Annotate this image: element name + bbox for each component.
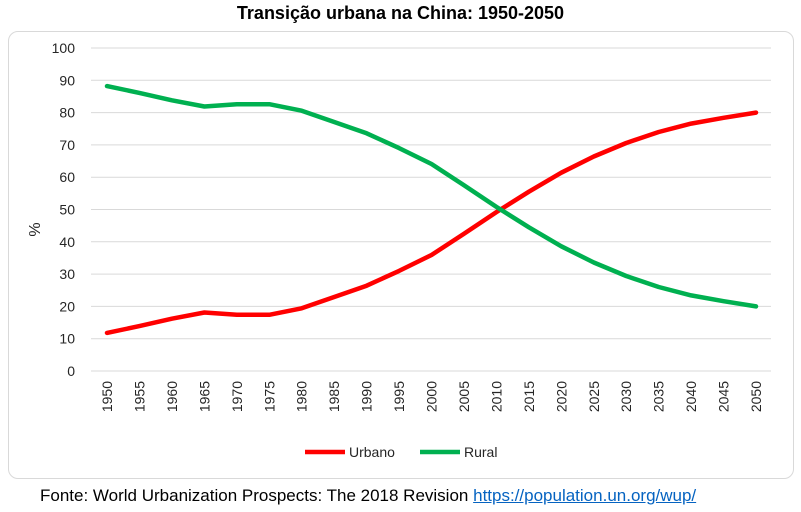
y-tick-label: 20 [59,298,75,314]
y-tick-label: 60 [59,169,75,185]
x-tick-label: 1990 [359,381,375,412]
y-tick-label: 90 [59,72,75,88]
x-tick-label: 1965 [196,381,212,412]
series-line-rural [104,83,759,309]
chart-frame [8,31,794,479]
x-tick-labels: 1950 1955 1960 1965 1970 1975 1980 1985 1990 1995… [99,381,764,412]
y-tick-labels: 0 10 20 30 40 50 60 70 80 90 100 [52,40,76,379]
y-tick-label: 50 [59,202,75,218]
x-tick-label: 1955 [131,381,147,412]
x-tick-label: 1985 [326,381,342,412]
y-tick-label: 70 [59,137,75,153]
y-tick-label: 0 [67,363,75,379]
x-tick-label: 2030 [618,381,634,412]
x-tick-label: 2000 [424,381,440,412]
x-tick-label: 2005 [456,381,472,412]
x-tick-label: 2040 [683,381,699,412]
x-tick-label: 1995 [391,381,407,412]
y-tick-label: 40 [59,234,75,250]
y-tick-label: 30 [59,266,75,282]
x-tick-label: 1950 [99,381,115,412]
legend-label-urbano: Urbano [349,444,395,460]
source-link[interactable]: https://population.un.org/wup/ [473,486,697,505]
legend-label-rural: Rural [464,444,497,460]
y-axis-label: % [27,222,44,236]
x-tick-label: 2050 [748,381,764,412]
source-text: Fonte: World Urbanization Prospects: The… [40,486,469,505]
x-tick-label: 1960 [164,381,180,412]
y-tick-label: 100 [52,40,76,56]
series-lines [104,83,759,336]
legend: Urbano Rural [305,444,497,460]
x-tick-label: 1980 [294,381,310,412]
y-tick-label: 80 [59,105,75,121]
gridlines [91,47,771,372]
chart-title: Transição urbana na China: 1950-2050 [236,3,565,23]
y-tick-label: 10 [59,331,75,347]
x-tick-label: 2015 [521,381,537,412]
series-line-urbano [104,110,759,336]
x-tick-label: 2035 [651,381,667,412]
x-tick-label: 2045 [716,381,732,412]
x-tick-label: 2020 [553,381,569,412]
x-tick-label: 1975 [261,381,277,412]
source-note: Fonte: World Urbanization Prospects: The… [40,486,696,506]
x-tick-label: 1970 [229,381,245,412]
x-tick-label: 2010 [488,381,504,412]
x-tick-label: 2025 [586,381,602,412]
